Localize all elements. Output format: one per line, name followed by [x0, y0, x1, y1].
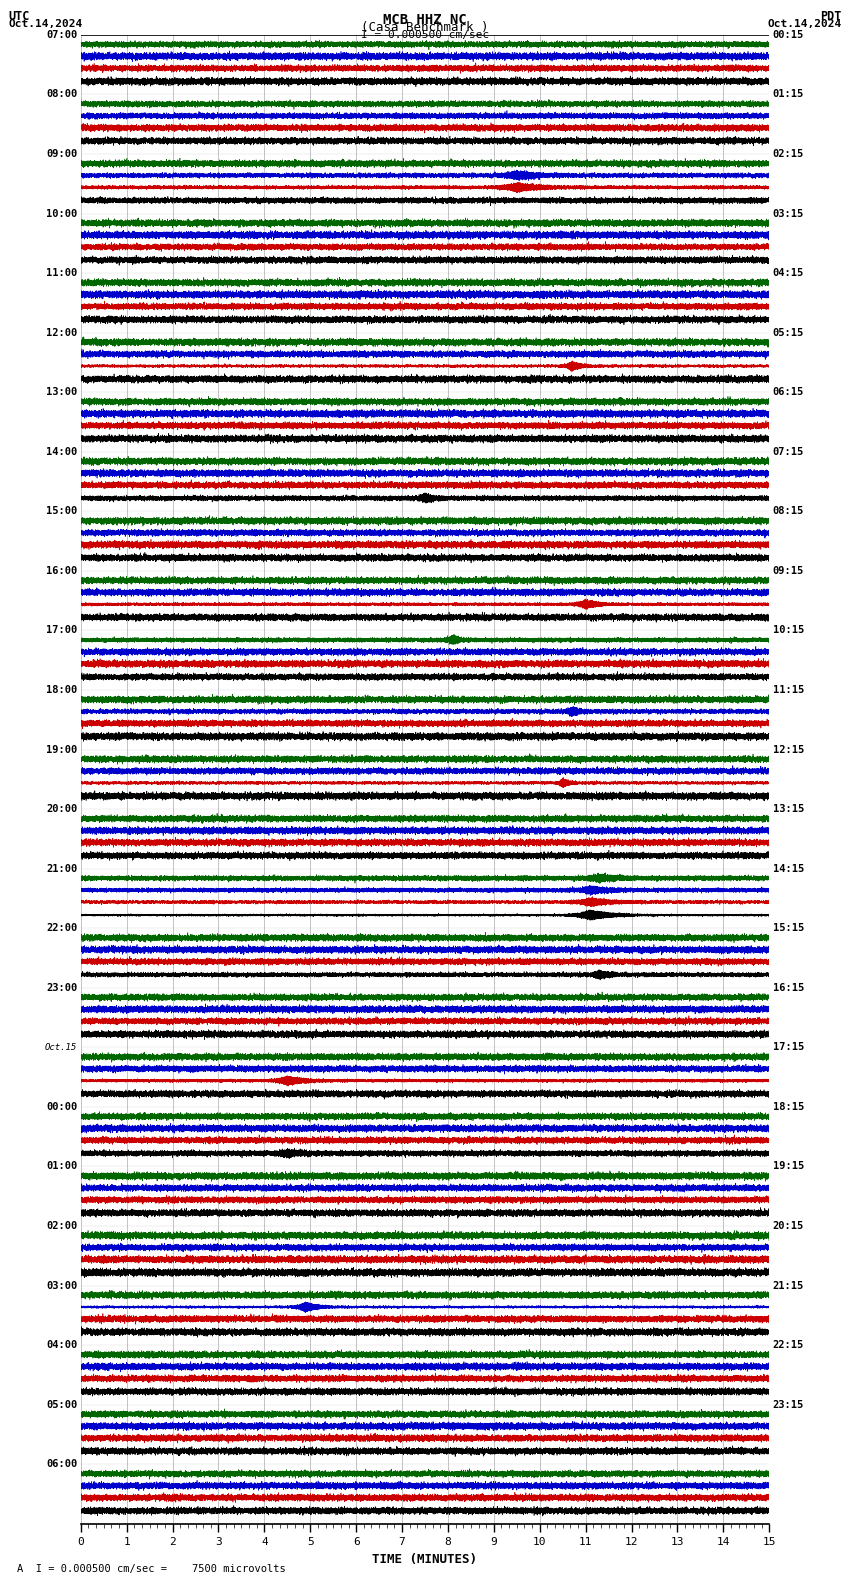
- Text: 04:15: 04:15: [773, 268, 804, 279]
- Text: A  I = 0.000500 cm/sec =    7500 microvolts: A I = 0.000500 cm/sec = 7500 microvolts: [17, 1565, 286, 1574]
- Text: 22:15: 22:15: [773, 1340, 804, 1350]
- Text: UTC: UTC: [8, 10, 30, 22]
- Text: 07:15: 07:15: [773, 447, 804, 456]
- Text: 21:00: 21:00: [46, 863, 77, 874]
- Text: 17:00: 17:00: [46, 626, 77, 635]
- Text: 14:15: 14:15: [773, 863, 804, 874]
- Text: 22:00: 22:00: [46, 923, 77, 933]
- Text: 09:00: 09:00: [46, 149, 77, 158]
- Text: 01:00: 01:00: [46, 1161, 77, 1172]
- Text: 08:00: 08:00: [46, 89, 77, 100]
- Text: 12:15: 12:15: [773, 744, 804, 754]
- Text: 05:15: 05:15: [773, 328, 804, 337]
- Text: 15:00: 15:00: [46, 507, 77, 516]
- Text: 18:15: 18:15: [773, 1102, 804, 1112]
- Text: 02:15: 02:15: [773, 149, 804, 158]
- Text: 21:15: 21:15: [773, 1280, 804, 1291]
- Text: 01:15: 01:15: [773, 89, 804, 100]
- Text: 13:15: 13:15: [773, 805, 804, 814]
- Text: 07:00: 07:00: [46, 30, 77, 40]
- Text: 16:15: 16:15: [773, 982, 804, 993]
- Text: 17:15: 17:15: [773, 1042, 804, 1052]
- Text: 06:15: 06:15: [773, 386, 804, 398]
- Text: Oct.14,2024: Oct.14,2024: [768, 19, 842, 29]
- Text: 09:15: 09:15: [773, 565, 804, 577]
- Text: 06:00: 06:00: [46, 1459, 77, 1470]
- Text: 19:15: 19:15: [773, 1161, 804, 1172]
- Text: 15:15: 15:15: [773, 923, 804, 933]
- Text: 10:15: 10:15: [773, 626, 804, 635]
- Text: 23:00: 23:00: [46, 982, 77, 993]
- Text: 02:00: 02:00: [46, 1221, 77, 1231]
- Text: I = 0.000500 cm/sec: I = 0.000500 cm/sec: [361, 30, 489, 40]
- Text: 04:00: 04:00: [46, 1340, 77, 1350]
- Text: 16:00: 16:00: [46, 565, 77, 577]
- X-axis label: TIME (MINUTES): TIME (MINUTES): [372, 1552, 478, 1565]
- Text: 11:00: 11:00: [46, 268, 77, 279]
- Text: 19:00: 19:00: [46, 744, 77, 754]
- Text: 13:00: 13:00: [46, 386, 77, 398]
- Text: 05:00: 05:00: [46, 1400, 77, 1410]
- Text: PDT: PDT: [820, 10, 842, 22]
- Text: MCB HHZ NC: MCB HHZ NC: [383, 13, 467, 27]
- Text: 11:15: 11:15: [773, 684, 804, 695]
- Text: 23:15: 23:15: [773, 1400, 804, 1410]
- Text: 08:15: 08:15: [773, 507, 804, 516]
- Text: Oct.15: Oct.15: [45, 1042, 77, 1052]
- Text: 20:15: 20:15: [773, 1221, 804, 1231]
- Text: 03:15: 03:15: [773, 209, 804, 219]
- Text: 00:00: 00:00: [46, 1102, 77, 1112]
- Text: 10:00: 10:00: [46, 209, 77, 219]
- Text: 03:00: 03:00: [46, 1280, 77, 1291]
- Text: Oct.14,2024: Oct.14,2024: [8, 19, 82, 29]
- Text: 00:15: 00:15: [773, 30, 804, 40]
- Text: 12:00: 12:00: [46, 328, 77, 337]
- Text: 20:00: 20:00: [46, 805, 77, 814]
- Text: 18:00: 18:00: [46, 684, 77, 695]
- Text: (Casa Benchmark ): (Casa Benchmark ): [361, 21, 489, 35]
- Text: 14:00: 14:00: [46, 447, 77, 456]
